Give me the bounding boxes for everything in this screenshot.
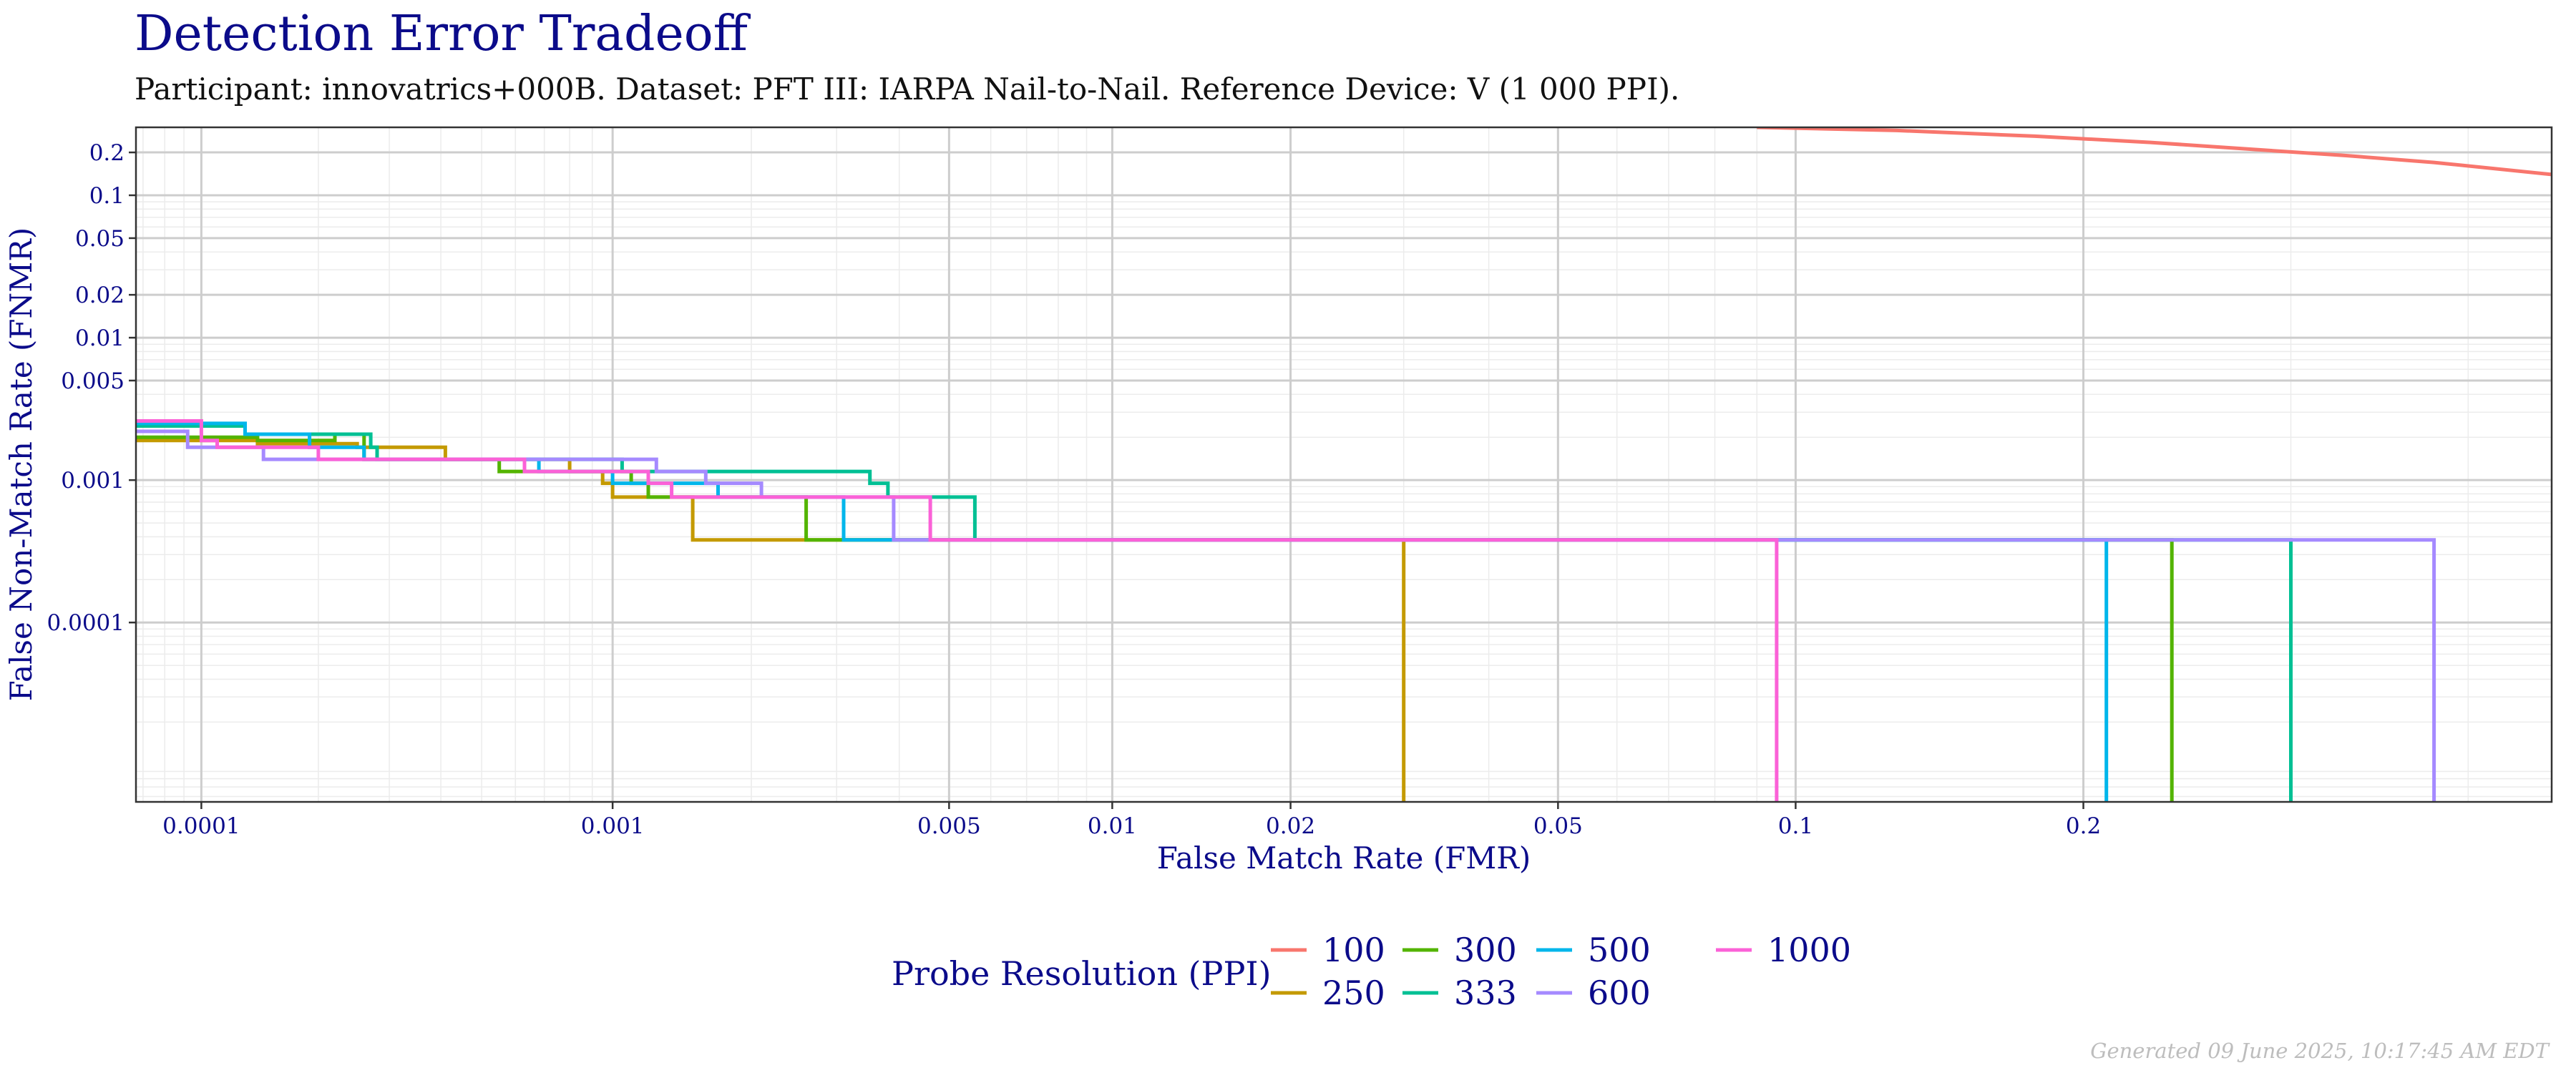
series-line-600 — [136, 429, 2436, 802]
x-tick-label: 0.02 — [1266, 813, 1315, 839]
legend-label-333: 333 — [1454, 974, 1517, 1012]
x-tick-label: 0.05 — [1533, 813, 1583, 839]
x-tick-label: 0.2 — [2066, 813, 2101, 839]
y-tick-label: 0.005 — [61, 368, 125, 394]
y-tick-label: 0.2 — [89, 140, 125, 166]
series-lines — [136, 127, 2552, 802]
legend-title: Probe Resolution (PPI) — [892, 954, 1272, 993]
legend-label-100: 100 — [1322, 931, 1385, 969]
y-tick-label: 0.02 — [75, 283, 125, 308]
y-tick-label: 0.0001 — [47, 610, 125, 636]
x-tick-label: 0.005 — [917, 813, 981, 839]
y-tick-label: 0.1 — [89, 183, 125, 209]
y-axis-label: False Non-Match Rate (FNMR) — [4, 227, 39, 702]
y-tick-label: 0.01 — [75, 325, 125, 351]
x-axis: 0.0001 0.001 0.005 0.01 0.02 0.05 0.1 0.2 — [162, 802, 2101, 839]
y-tick-label: 0.001 — [61, 468, 125, 494]
legend: Probe Resolution (PPI) 100 250 300 333 500 60… — [892, 931, 1851, 1012]
series-line-100 — [1757, 127, 2552, 177]
major-gridlines — [136, 127, 2552, 802]
legend-label-500: 500 — [1588, 931, 1651, 969]
generated-timestamp: Generated 09 June 2025, 10:17:45 AM EDT — [2090, 1039, 2549, 1063]
legend-label-1000: 1000 — [1767, 931, 1851, 969]
x-tick-label: 0.0001 — [162, 813, 240, 839]
legend-label-300: 300 — [1454, 931, 1517, 969]
x-tick-label: 0.1 — [1778, 813, 1813, 839]
series-line-333 — [136, 424, 2293, 802]
x-tick-label: 0.001 — [581, 813, 645, 839]
x-axis-label: False Match Rate (FMR) — [1157, 841, 1531, 876]
y-axis: 0.2 0.1 0.05 0.02 0.01 0.005 0.001 0.0001 — [47, 140, 136, 636]
chart-subtitle: Participant: innovatrics+000B. Dataset: … — [135, 72, 1680, 107]
y-tick-label: 0.05 — [75, 226, 125, 252]
legend-label-250: 250 — [1322, 974, 1385, 1012]
x-tick-label: 0.01 — [1088, 813, 1137, 839]
chart-title: Detection Error Tradeoff — [135, 6, 748, 62]
series-line-250 — [136, 438, 1406, 802]
series-line-1000 — [136, 419, 1779, 802]
legend-label-600: 600 — [1588, 974, 1651, 1012]
plot-border — [135, 126, 2553, 803]
